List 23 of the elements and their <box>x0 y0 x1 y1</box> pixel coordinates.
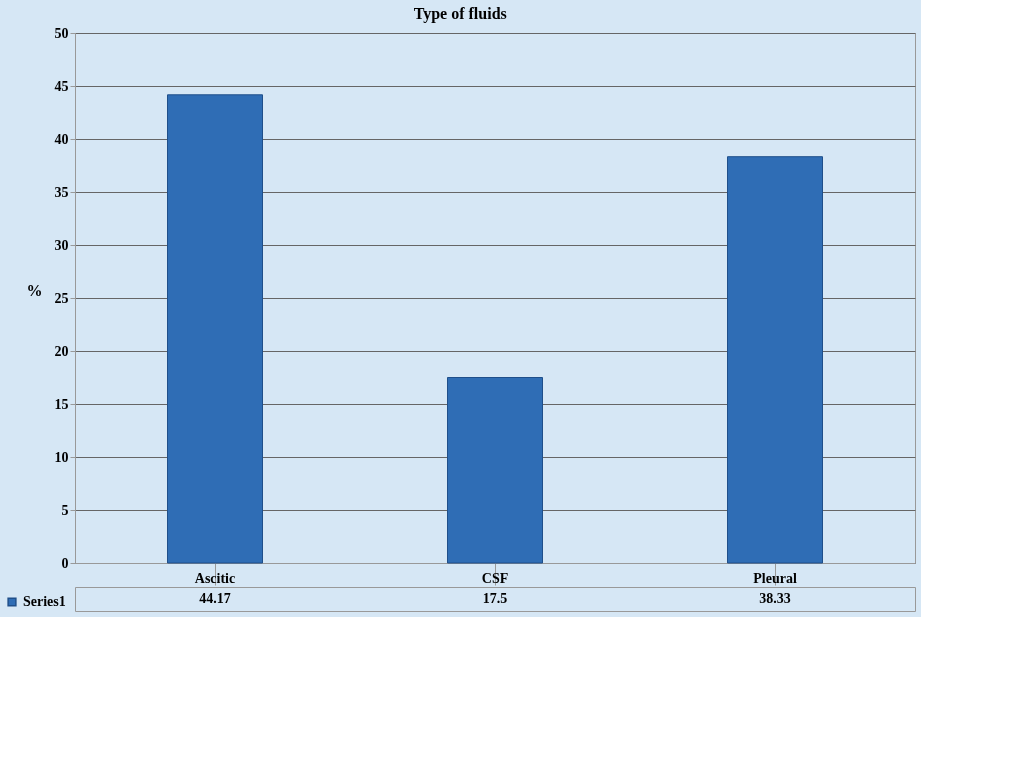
x-tick-label: CSF <box>481 570 509 586</box>
y-tick-label: 20 <box>54 343 69 359</box>
y-tick-label: 35 <box>54 184 69 200</box>
y-tick-label: 10 <box>54 449 69 465</box>
y-tick-label: 30 <box>54 237 69 253</box>
y-tick-label: 15 <box>54 396 69 412</box>
chart-title: Type of fluids <box>413 4 507 23</box>
x-tick-label: Ascitic <box>194 570 236 586</box>
data-label: 44.17 <box>199 591 231 606</box>
data-label: 38.33 <box>759 591 791 606</box>
y-tick-label: 25 <box>54 290 69 306</box>
legend-label: Series1 <box>23 594 66 609</box>
bar <box>447 377 543 564</box>
y-axis-title: % <box>26 281 43 299</box>
y-tick-label: 5 <box>61 502 69 518</box>
y-tick-label: 40 <box>54 131 69 147</box>
bar <box>727 156 823 564</box>
y-tick-label: 0 <box>61 555 69 571</box>
x-tick-label: Pleural <box>753 570 797 586</box>
data-label: 17.5 <box>482 591 508 606</box>
bar <box>167 94 263 564</box>
y-tick-label: 45 <box>54 78 69 94</box>
y-tick-label: 50 <box>54 25 69 41</box>
